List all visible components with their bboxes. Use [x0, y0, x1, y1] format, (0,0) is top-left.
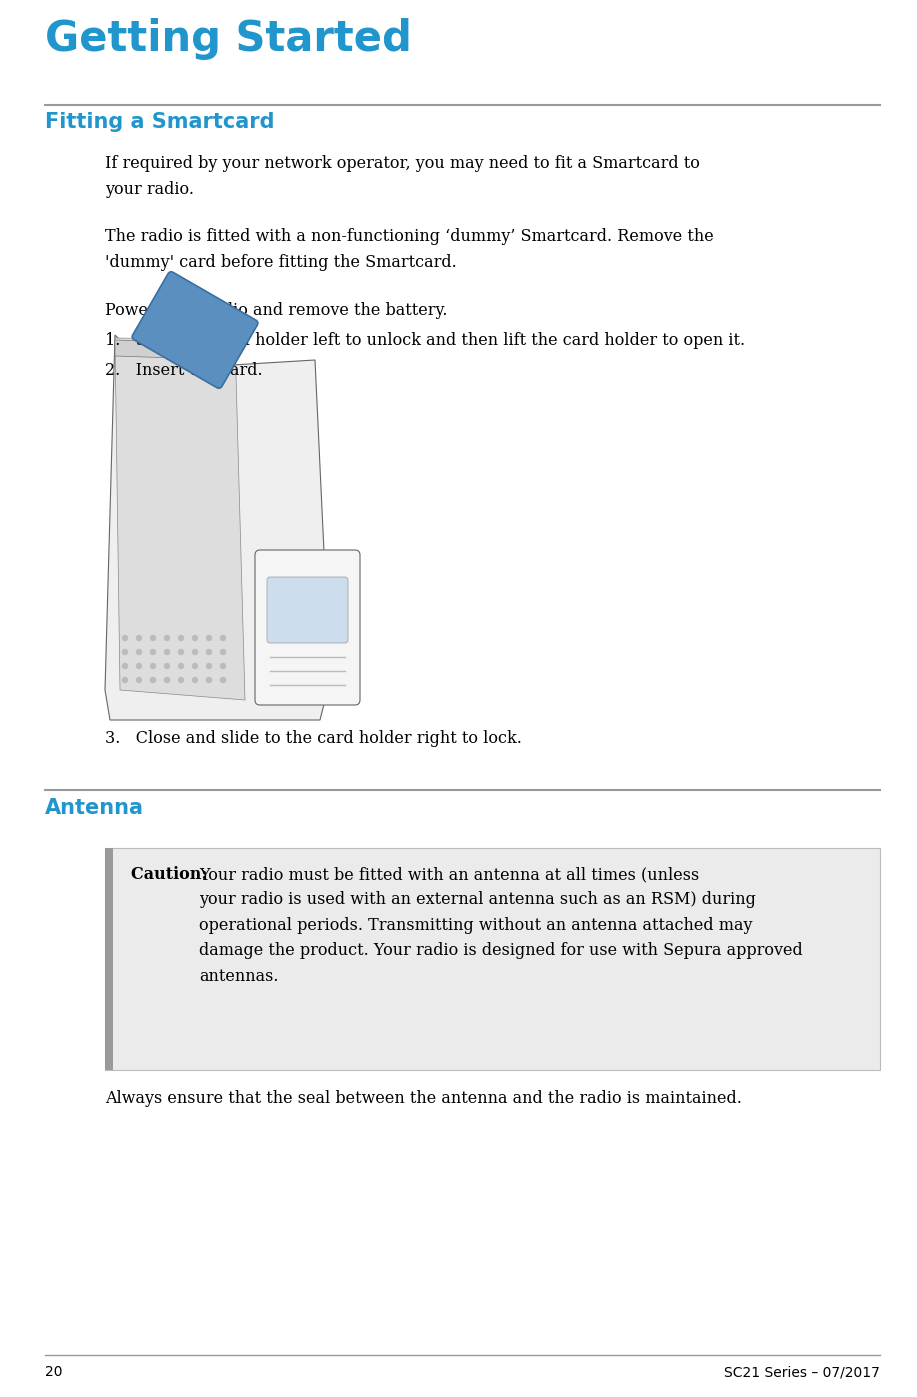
Circle shape [137, 650, 141, 655]
Polygon shape [115, 339, 235, 360]
Circle shape [179, 636, 183, 640]
Circle shape [150, 636, 156, 640]
Circle shape [206, 650, 212, 655]
Text: Power: Power [105, 302, 160, 319]
Circle shape [164, 664, 170, 669]
Circle shape [220, 664, 226, 669]
Circle shape [220, 650, 226, 655]
Polygon shape [115, 338, 245, 700]
Text: 1.   Slide the card holder left to unlock and then lift the card holder to open : 1. Slide the card holder left to unlock … [105, 332, 746, 349]
FancyBboxPatch shape [132, 272, 258, 388]
FancyBboxPatch shape [255, 550, 360, 705]
Circle shape [220, 678, 226, 683]
Text: off: off [149, 302, 173, 319]
Text: the radio and remove the battery.: the radio and remove the battery. [169, 302, 447, 319]
Circle shape [193, 678, 197, 683]
Circle shape [179, 678, 183, 683]
Circle shape [150, 678, 156, 683]
Circle shape [123, 636, 127, 640]
Circle shape [137, 664, 141, 669]
Circle shape [150, 664, 156, 669]
Polygon shape [105, 335, 330, 719]
Circle shape [137, 678, 141, 683]
Circle shape [164, 650, 170, 655]
Circle shape [193, 664, 197, 669]
Text: 20: 20 [45, 1365, 62, 1379]
Text: SC21 Series – 07/2017: SC21 Series – 07/2017 [724, 1365, 880, 1379]
Circle shape [123, 678, 127, 683]
Circle shape [206, 664, 212, 669]
Circle shape [137, 636, 141, 640]
Circle shape [206, 636, 212, 640]
Circle shape [123, 664, 127, 669]
Text: 3.   Close and slide to the card holder right to lock.: 3. Close and slide to the card holder ri… [105, 731, 522, 747]
Circle shape [206, 678, 212, 683]
Text: Getting Started: Getting Started [45, 18, 412, 60]
Circle shape [164, 678, 170, 683]
Circle shape [220, 636, 226, 640]
Text: Antenna: Antenna [45, 798, 144, 819]
Circle shape [193, 636, 197, 640]
FancyBboxPatch shape [267, 577, 348, 643]
Circle shape [123, 650, 127, 655]
Bar [105, 848, 113, 1070]
Circle shape [150, 650, 156, 655]
Text: The radio is fitted with a non-functioning ‘dummy’ Smartcard. Remove the
'dummy': The radio is fitted with a non-functioni… [105, 228, 713, 271]
Circle shape [179, 664, 183, 669]
Text: Caution:: Caution: [131, 866, 218, 883]
Text: If required by your network operator, you may need to fit a Smartcard to
your ra: If required by your network operator, yo… [105, 155, 700, 198]
Circle shape [164, 636, 170, 640]
Text: Always ensure that the seal between the antenna and the radio is maintained.: Always ensure that the seal between the … [105, 1090, 742, 1106]
Circle shape [179, 650, 183, 655]
Text: 2.   Insert the card.: 2. Insert the card. [105, 362, 262, 379]
Text: Your radio must be fitted with an antenna at all times (unless
your radio is use: Your radio must be fitted with an antenn… [199, 866, 802, 985]
Circle shape [193, 650, 197, 655]
Bar [105, 848, 880, 1070]
Text: Fitting a Smartcard: Fitting a Smartcard [45, 112, 274, 131]
